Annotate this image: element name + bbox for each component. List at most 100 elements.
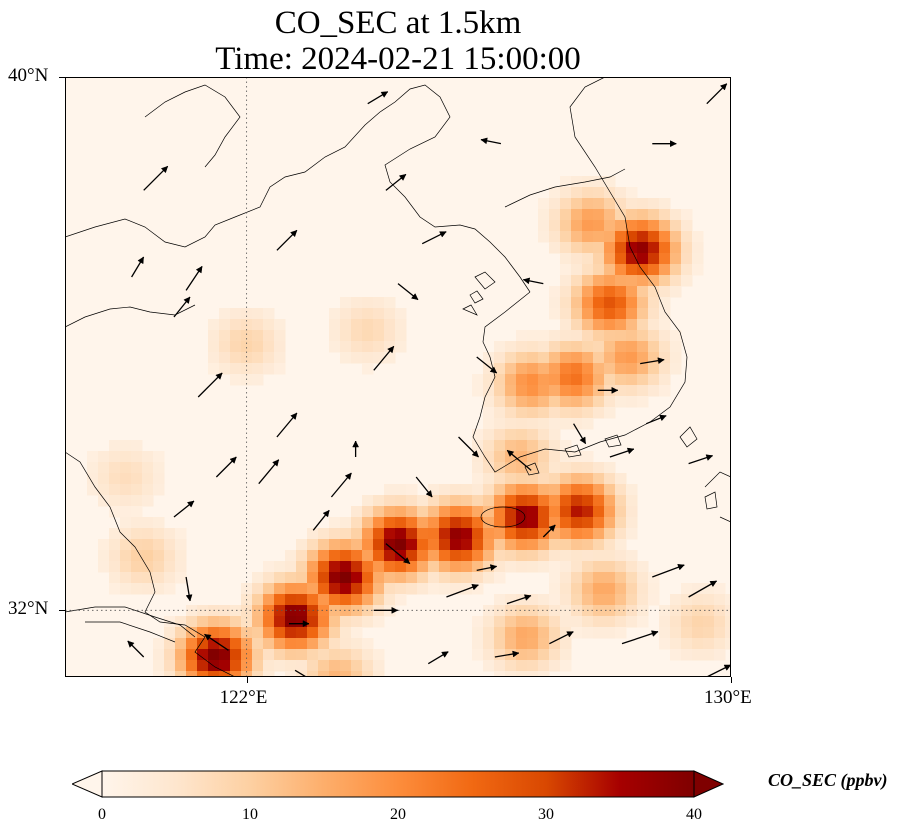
field-cell	[538, 220, 550, 232]
wind-arrow	[506, 594, 532, 605]
coastline-north-china	[65, 84, 531, 293]
field-cell	[384, 517, 396, 529]
field-cell	[417, 572, 429, 584]
field-cell	[516, 385, 528, 397]
field-cell	[472, 484, 484, 496]
lon-tick-label: 130°E	[704, 687, 752, 708]
field-cell	[153, 671, 165, 677]
field-cell	[582, 297, 594, 309]
field-cell	[340, 660, 352, 672]
field-cell	[582, 341, 594, 353]
field-cell	[604, 583, 616, 595]
field-cell	[263, 341, 275, 353]
field-cell	[362, 330, 374, 342]
coastline-layer	[65, 77, 731, 677]
field-cell	[593, 242, 605, 254]
field-cell	[340, 330, 352, 342]
field-cell	[395, 308, 407, 320]
field-cell	[483, 396, 495, 408]
field-cell	[615, 264, 627, 276]
field-cell	[538, 594, 550, 606]
field-cell	[582, 484, 594, 496]
field-cell	[560, 528, 572, 540]
field-cell	[505, 396, 517, 408]
wind-arrow	[373, 606, 399, 614]
field-cell	[615, 220, 627, 232]
field-cell	[538, 330, 550, 342]
field-cell	[505, 352, 517, 364]
field-cell	[516, 352, 528, 364]
field-cell	[604, 286, 616, 298]
wind-arrow	[127, 640, 145, 658]
field-cell	[670, 220, 682, 232]
field-cell	[340, 561, 352, 573]
field-cell	[560, 264, 572, 276]
field-cell	[604, 187, 616, 199]
field-cell	[538, 550, 550, 562]
field-cell	[615, 198, 627, 210]
wind-arrow	[688, 454, 714, 465]
field-cell	[560, 198, 572, 210]
field-cell	[714, 627, 726, 639]
field-cell	[483, 550, 495, 562]
field-cell	[560, 341, 572, 353]
field-cell	[637, 605, 649, 617]
field-cell	[362, 605, 374, 617]
field-cell	[692, 616, 704, 628]
field-cell	[538, 627, 550, 639]
field-cell	[329, 319, 341, 331]
field-cell	[571, 330, 583, 342]
field-cell	[516, 550, 528, 562]
field-cell	[351, 638, 363, 650]
field-cell	[615, 550, 627, 562]
field-cell	[549, 440, 561, 452]
field-cell	[516, 539, 528, 551]
field-cell	[527, 341, 539, 353]
field-cell	[681, 583, 693, 595]
field-cell	[175, 627, 187, 639]
field-cell	[582, 616, 594, 628]
field-cell	[494, 352, 506, 364]
field-cell	[593, 473, 605, 485]
field-cell	[626, 352, 638, 364]
field-cell	[274, 319, 286, 331]
field-cell	[329, 638, 341, 650]
field-cell	[549, 561, 561, 573]
field-cell	[593, 616, 605, 628]
field-cell	[560, 275, 572, 287]
field-cell	[142, 583, 154, 595]
field-cell	[527, 539, 539, 551]
field-cell	[307, 605, 319, 617]
field-cell	[725, 616, 731, 628]
field-cell	[615, 286, 627, 298]
field-cell	[461, 495, 473, 507]
wind-arrow	[197, 372, 223, 398]
field-cell	[648, 209, 660, 221]
field-cell	[230, 671, 242, 677]
field-cell	[296, 550, 308, 562]
field-cell	[296, 594, 308, 606]
field-cell	[472, 374, 484, 386]
field-cell	[692, 231, 704, 243]
field-cell	[615, 495, 627, 507]
field-cell	[219, 649, 231, 661]
wind-arrow	[652, 140, 677, 148]
field-cell	[604, 495, 616, 507]
colorbar-tick-label: 40	[686, 806, 702, 823]
field-cell	[637, 253, 649, 265]
field-cell	[373, 583, 385, 595]
field-cell	[582, 198, 594, 210]
field-cell	[219, 660, 231, 672]
field-cell	[549, 374, 561, 386]
field-cell	[571, 242, 583, 254]
field-cell	[516, 363, 528, 375]
field-cell	[439, 528, 451, 540]
field-cell	[395, 572, 407, 584]
field-cell	[175, 638, 187, 650]
field-cell	[560, 495, 572, 507]
co-field-layer	[87, 176, 731, 677]
field-cell	[472, 385, 484, 397]
field-cell	[637, 374, 649, 386]
field-cell	[670, 627, 682, 639]
lon-tick-mark	[731, 677, 732, 683]
